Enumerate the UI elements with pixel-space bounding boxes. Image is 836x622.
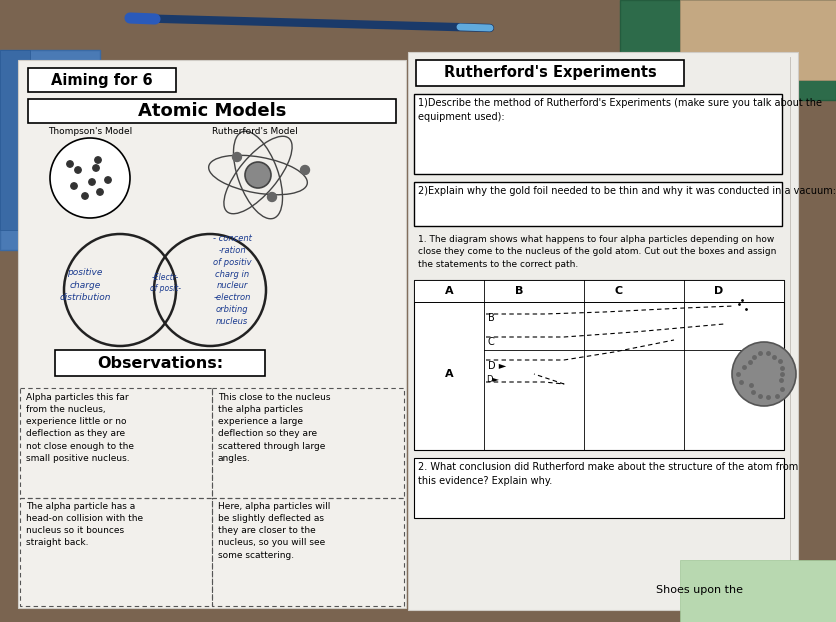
Text: Alpha particles this far
from the nucleus,
experience little or no
deflection as: Alpha particles this far from the nucleu… [26,393,134,463]
Circle shape [268,192,277,202]
Text: B: B [515,286,523,296]
Text: 2)Explain why the gold foil needed to be thin and why it was conducted in a vacu: 2)Explain why the gold foil needed to be… [418,186,836,196]
Bar [408,52,798,610]
Circle shape [300,165,309,175]
Bar [680,560,836,622]
Circle shape [71,183,77,189]
Bar [680,0,836,80]
Text: A: A [445,369,453,379]
Circle shape [97,189,103,195]
Text: 1)Describe the method of Rutherford's Experiments (make sure you talk about the
: 1)Describe the method of Rutherford's Ex… [418,98,822,122]
Text: This close to the nucleus
the alpha particles
experience a large
deflection so t: This close to the nucleus the alpha part… [218,393,330,463]
Text: D: D [715,286,724,296]
Circle shape [94,157,101,163]
Text: positive
charge
distribution: positive charge distribution [59,268,110,302]
Bar [28,68,176,92]
Text: Thompson's Model: Thompson's Model [48,128,132,136]
Circle shape [104,177,111,183]
Bar [212,498,404,606]
Text: - concent
-ration
of positiv
charg in
nucleur
-electron
orbiting
nucleus: - concent -ration of positiv charg in nu… [212,234,252,326]
Text: Here, alpha particles will
be slightly deflected as
they are closer to the
nucle: Here, alpha particles will be slightly d… [218,502,330,560]
Circle shape [732,342,796,406]
Text: C: C [488,337,495,347]
Bar [18,60,406,608]
Bar [20,388,212,498]
Bar [414,280,784,450]
Text: C: C [615,286,623,296]
Text: Atomic Models: Atomic Models [138,102,286,120]
Text: 2. What conclusion did Rutherford make about the structure of the atom from
this: 2. What conclusion did Rutherford make a… [418,462,798,486]
Circle shape [245,162,271,188]
Text: Rutherford's Experiments: Rutherford's Experiments [444,65,656,80]
Bar [0,50,100,250]
Circle shape [50,138,130,218]
Circle shape [89,179,95,185]
Text: B: B [488,313,495,323]
Text: D►: D► [486,376,499,384]
Circle shape [74,167,81,173]
Bar [414,182,782,226]
Circle shape [232,152,242,162]
Bar [414,94,782,174]
Bar [55,350,265,376]
Circle shape [82,193,89,199]
Text: 1. The diagram shows what happens to four alpha particles depending on how
close: 1. The diagram shows what happens to fou… [418,235,777,269]
Text: Observations:: Observations: [97,356,223,371]
Circle shape [67,161,74,167]
Text: Aiming for 6: Aiming for 6 [51,73,153,88]
Bar [28,99,396,123]
Text: -Electr-
of posit-: -Electr- of posit- [150,273,181,293]
Bar [212,388,404,498]
Text: A: A [445,286,453,296]
Bar [20,498,212,606]
Bar [414,280,784,302]
Text: Shoes upon the: Shoes upon the [656,585,743,595]
Bar [0,50,30,230]
Bar [416,60,684,86]
Bar [414,458,784,518]
Circle shape [93,165,99,171]
Text: D ►: D ► [488,361,507,371]
Bar [620,0,836,100]
Text: Rutherford's Model: Rutherford's Model [212,128,298,136]
Text: The alpha particle has a
head-on collision with the
nucleus so it bounces
straig: The alpha particle has a head-on collisi… [26,502,143,547]
